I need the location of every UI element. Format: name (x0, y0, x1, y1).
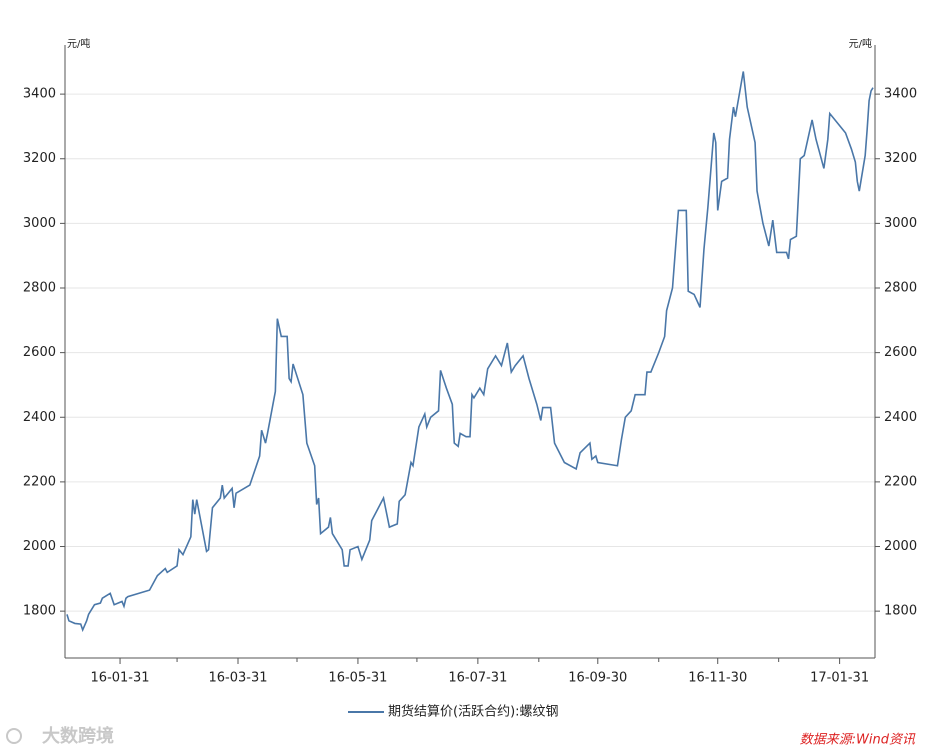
y-tick-label: 2800 (23, 281, 56, 296)
watermark-logo (6, 728, 22, 744)
y2-unit: 元/吨 (849, 37, 872, 50)
x-tick-label: 16-09-30 (568, 671, 627, 686)
y-unit: 元/吨 (67, 37, 90, 50)
watermark: 大数跨境 (42, 725, 114, 747)
x-tick-label: 16-05-31 (328, 671, 387, 686)
y-tick-label: 3200 (23, 151, 56, 166)
y2-tick-label: 3400 (884, 87, 917, 102)
x-tick-label: 17-01-31 (810, 671, 869, 686)
y-tick-label: 3000 (23, 216, 56, 231)
x-tick-label: 16-03-31 (209, 671, 268, 686)
y-tick-label: 2200 (23, 474, 56, 489)
y2-tick-label: 2600 (884, 345, 917, 360)
y-tick-label: 3400 (23, 87, 56, 102)
series-line (66, 71, 874, 633)
y-tick-label: 2600 (23, 345, 56, 360)
x-tick-label: 16-01-31 (91, 671, 150, 686)
y2-tick-label: 2200 (884, 474, 917, 489)
y2-tick-label: 3000 (884, 216, 917, 231)
x-tick-label: 16-11-30 (688, 671, 747, 686)
y2-tick-label: 1800 (884, 604, 917, 619)
legend-label: 期货结算价(活跃合约):螺纹钢 (388, 704, 559, 720)
x-tick-label: 16-07-31 (448, 671, 507, 686)
y-tick-label: 1800 (23, 604, 56, 619)
y2-tick-label: 3200 (884, 151, 917, 166)
y-tick-label: 2000 (23, 539, 56, 554)
source: 数据来源:Wind资讯 (800, 733, 916, 748)
y2-tick-label: 2000 (884, 539, 917, 554)
y-tick-label: 2400 (23, 410, 56, 425)
y2-tick-label: 2400 (884, 410, 917, 425)
y2-tick-label: 2800 (884, 281, 917, 296)
